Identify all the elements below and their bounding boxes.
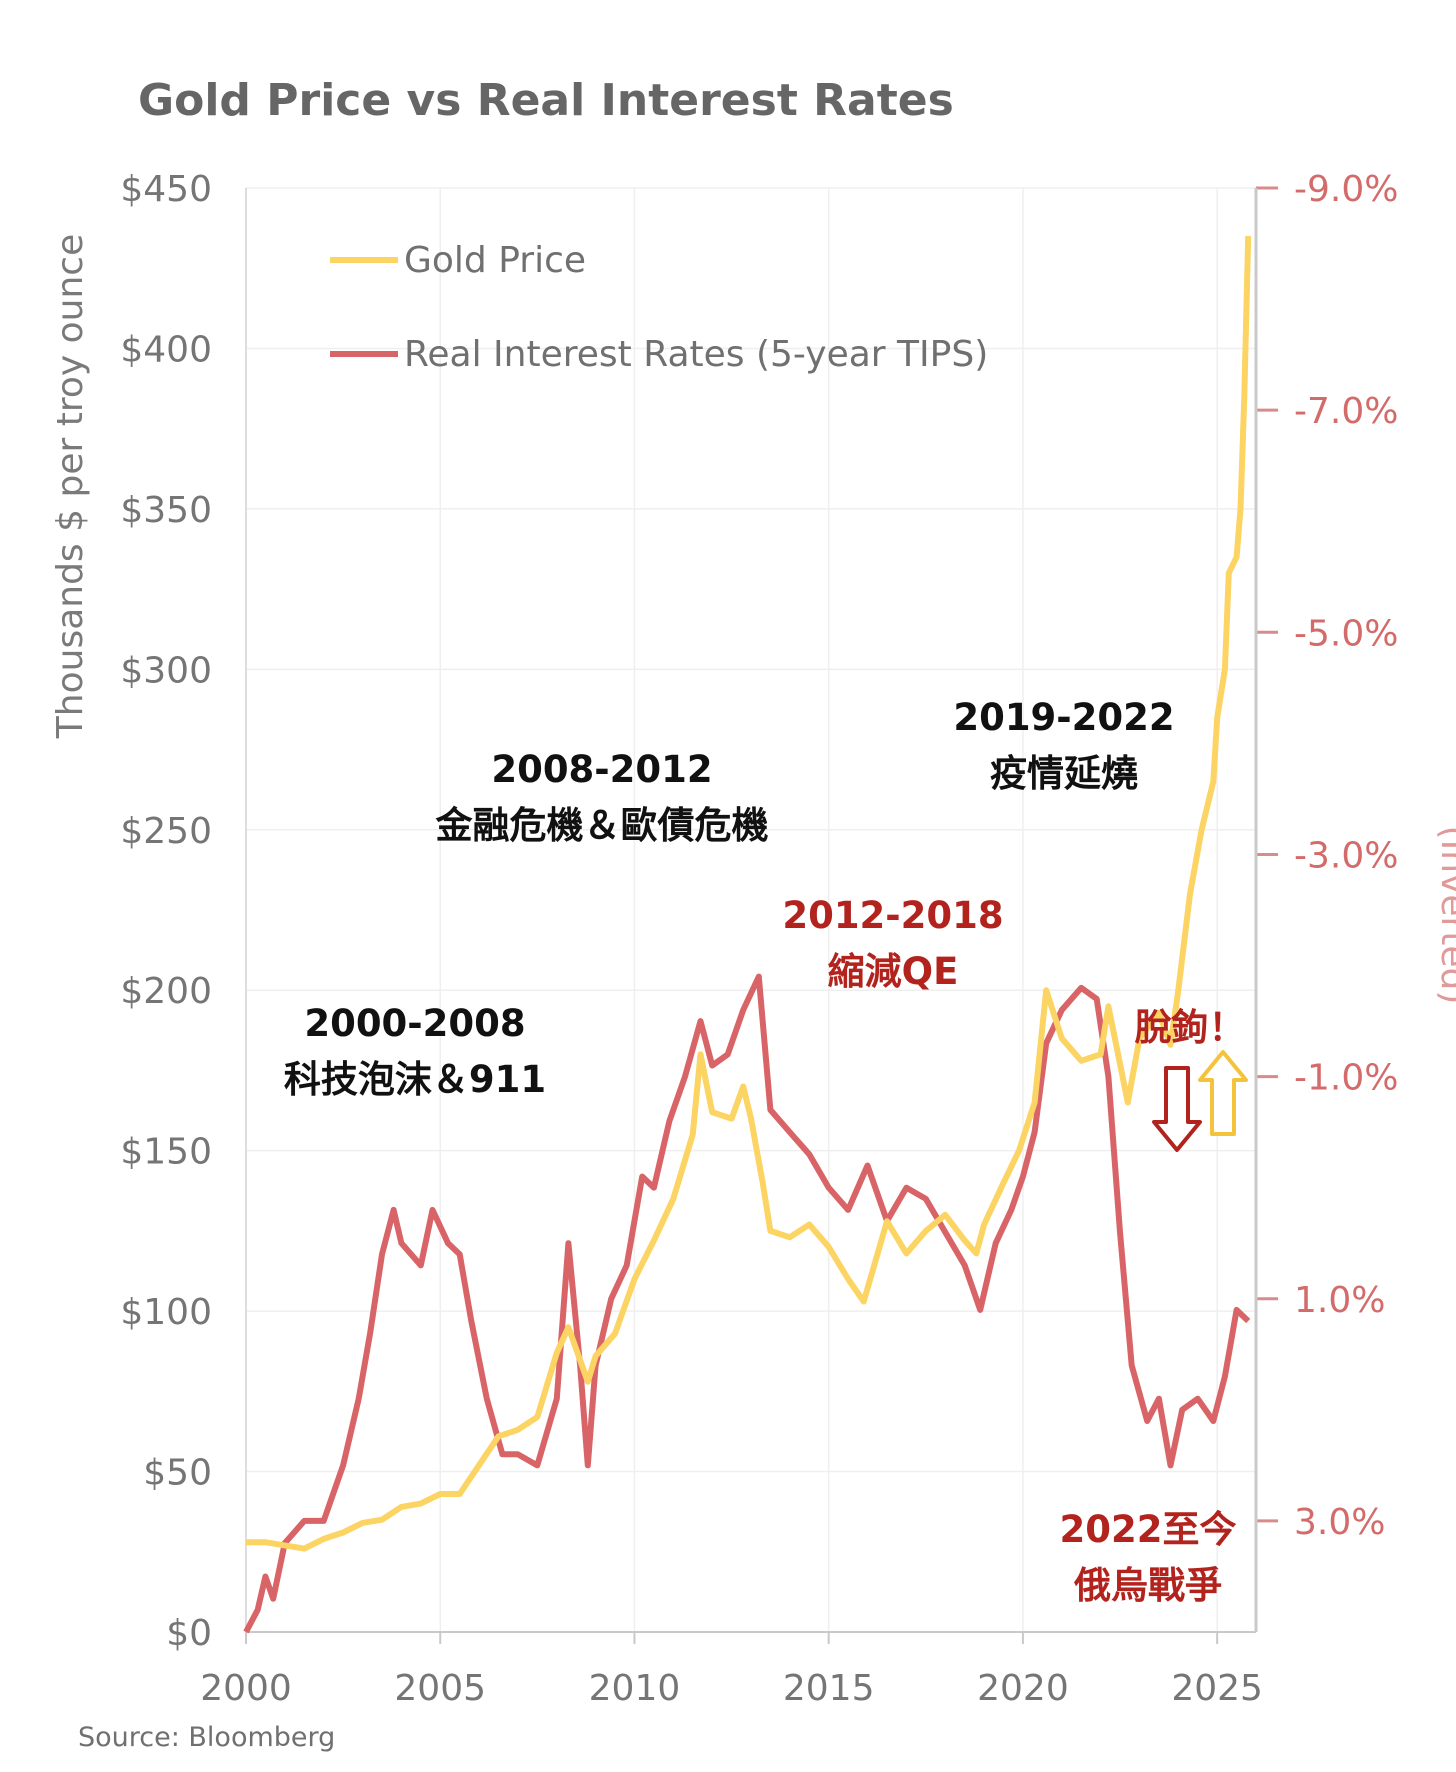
legend: Gold Price Real Interest Rates (5-year T… xyxy=(330,240,988,375)
right-tick-label: 3.0% xyxy=(1294,1502,1385,1543)
annotation-label: 金融危機＆歐債危機 xyxy=(436,804,769,847)
x-tick-label: 2025 xyxy=(1171,1668,1263,1709)
annotation-label: 俄烏戰爭 xyxy=(1073,1564,1222,1607)
down-arrow-icon xyxy=(1152,1066,1202,1152)
left-tick-label: $150 xyxy=(120,1132,212,1173)
left-tick-label: $250 xyxy=(120,811,212,852)
annotation-2022-present: 2022至今 俄烏戰爭 xyxy=(1060,1508,1237,1607)
annotation-2019-2022: 2019-2022 疫情延燒 xyxy=(953,696,1174,795)
right-tick-label: -1.0% xyxy=(1294,1058,1398,1099)
x-axis-ticks: 2000 2005 2010 2015 2020 2025 xyxy=(200,1632,1263,1709)
left-axis-ticks: $0 $50 $100 $150 $200 $250 $300 $350 $400 $450 xyxy=(120,169,212,1654)
annotation-label: 2012-2018 xyxy=(782,894,1003,937)
annotation-2008-2012: 2008-2012 金融危機＆歐債危機 xyxy=(436,748,769,847)
right-tick-label: -5.0% xyxy=(1294,613,1398,654)
chart-title: Gold Price vs Real Interest Rates xyxy=(138,75,954,126)
annotation-label: 2022至今 xyxy=(1060,1508,1237,1551)
annotation-decoupling: 脫鉤！ xyxy=(1135,1006,1246,1049)
left-tick-label: $300 xyxy=(120,650,212,691)
annotation-2012-2018: 2012-2018 縮減QE xyxy=(782,894,1003,993)
annotation-label: 脫鉤！ xyxy=(1135,1006,1246,1049)
annotation-label: 縮減QE xyxy=(828,950,959,993)
right-axis-ticks: -9.0% -7.0% -5.0% -3.0% -1.0% 1.0% 3.0% xyxy=(1256,169,1398,1543)
legend-label-gold: Gold Price xyxy=(404,240,586,281)
left-tick-label: $200 xyxy=(120,971,212,1012)
left-tick-label: $350 xyxy=(120,490,212,531)
annotation-2000-2008: 2000-2008 科技泡沫＆911 xyxy=(284,1002,546,1101)
right-tick-label: -7.0% xyxy=(1294,391,1398,432)
left-tick-label: $0 xyxy=(166,1613,212,1654)
up-arrow-icon xyxy=(1198,1050,1248,1136)
right-tick-label: -3.0% xyxy=(1294,835,1398,876)
x-tick-label: 2005 xyxy=(394,1668,486,1709)
series-line-gold-price xyxy=(246,236,1252,1552)
source-note: Source: Bloomberg xyxy=(78,1722,335,1753)
annotation-label: 2008-2012 xyxy=(491,748,712,791)
right-tick-label: -9.0% xyxy=(1294,169,1398,210)
right-tick-label: 1.0% xyxy=(1294,1280,1385,1321)
left-tick-label: $400 xyxy=(120,329,212,370)
x-tick-label: 2015 xyxy=(783,1668,875,1709)
left-axis-label: Thousands $ per troy ounce xyxy=(50,234,91,739)
annotation-label: 疫情延燒 xyxy=(990,752,1138,795)
right-axis-label: (Inverted) xyxy=(1433,826,1456,1005)
x-tick-label: 2020 xyxy=(977,1668,1069,1709)
left-tick-label: $450 xyxy=(120,169,212,210)
x-tick-label: 2010 xyxy=(589,1668,681,1709)
annotation-label: 科技泡沫＆911 xyxy=(284,1058,546,1101)
grid xyxy=(245,187,1256,1633)
annotation-label: 2000-2008 xyxy=(304,1002,525,1045)
left-tick-label: $50 xyxy=(143,1453,212,1494)
legend-label-rates: Real Interest Rates (5-year TIPS) xyxy=(404,334,988,375)
left-tick-label: $100 xyxy=(120,1292,212,1333)
x-tick-label: 2000 xyxy=(200,1668,292,1709)
annotation-label: 2019-2022 xyxy=(953,696,1174,739)
